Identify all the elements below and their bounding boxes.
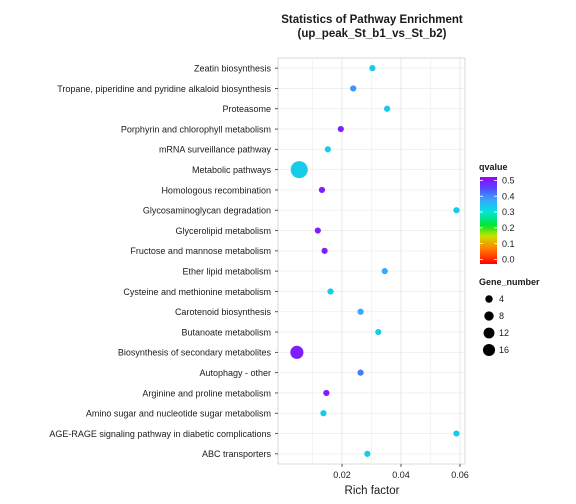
point bbox=[323, 389, 330, 397]
point bbox=[384, 105, 391, 112]
y-tick-label: Metabolic pathways bbox=[192, 165, 272, 175]
point bbox=[357, 369, 364, 376]
grid bbox=[278, 58, 465, 464]
y-tick-label: Proteasome bbox=[222, 104, 271, 114]
y-tick-label: Ether lipid metabolism bbox=[182, 266, 271, 276]
y-tick-label: Tropane, piperidine and pyridine alkaloi… bbox=[57, 84, 271, 94]
y-tick-label: Glycosaminoglycan degradation bbox=[143, 206, 271, 216]
colorbar-tick-label: 0.2 bbox=[502, 223, 515, 233]
y-tick-label: mRNA surveillance pathway bbox=[159, 145, 272, 155]
size-legend-dot bbox=[482, 343, 496, 357]
point bbox=[453, 430, 460, 437]
point bbox=[369, 65, 376, 72]
size-legend-dot bbox=[483, 327, 495, 339]
qvalue-legend-title: qvalue bbox=[479, 162, 508, 172]
y-tick-label: Biosynthesis of secondary metabolites bbox=[118, 348, 272, 358]
qvalue-legend: qvalue 0.5 0.4 0.3 0.2 0.1 0.0 bbox=[479, 162, 515, 265]
point bbox=[375, 328, 382, 336]
chart-subtitle: (up_peak_St_b1_vs_St_b2) bbox=[298, 28, 447, 40]
x-tick-label: 0.06 bbox=[451, 470, 469, 480]
y-tick-label: Arginine and proline metabolism bbox=[142, 388, 271, 398]
point bbox=[290, 161, 308, 179]
colorbar-tick-label: 0.0 bbox=[502, 255, 515, 265]
y-tick-label: Amino sugar and nucleotide sugar metabol… bbox=[86, 409, 271, 419]
point bbox=[318, 186, 326, 194]
x-tick-label: 0.04 bbox=[392, 470, 410, 480]
point bbox=[357, 308, 364, 315]
y-tick-label: Autophagy - other bbox=[199, 368, 271, 378]
colorbar-tick-label: 0.3 bbox=[502, 207, 515, 217]
gene-number-legend-title: Gene_number bbox=[479, 277, 540, 287]
qvalue-colorbar bbox=[480, 177, 497, 264]
y-tick-label: Glycerolipid metabolism bbox=[175, 226, 271, 236]
point bbox=[381, 268, 388, 275]
y-tick-label: Zeatin biosynthesis bbox=[194, 63, 272, 73]
point bbox=[324, 146, 331, 153]
point bbox=[327, 288, 334, 295]
size-legend-dot bbox=[484, 311, 494, 321]
chart-title: Statistics of Pathway Enrichment bbox=[281, 14, 463, 26]
y-tick-label: AGE-RAGE signaling pathway in diabetic c… bbox=[49, 429, 271, 439]
y-tick-label: Carotenoid biosynthesis bbox=[175, 307, 272, 317]
point bbox=[290, 345, 304, 359]
size-legend-label: 4 bbox=[499, 294, 504, 304]
y-tick-label: ABC transporters bbox=[202, 449, 272, 459]
colorbar-tick-label: 0.4 bbox=[502, 191, 515, 201]
y-axis: Zeatin biosynthesis Tropane, piperidine a… bbox=[49, 63, 278, 459]
colorbar-tick-label: 0.1 bbox=[502, 239, 515, 249]
size-legend-dot bbox=[485, 295, 493, 303]
y-tick-label: Fructose and mannose metabolism bbox=[130, 246, 271, 256]
point bbox=[350, 85, 357, 92]
points bbox=[290, 65, 460, 457]
size-legend-label: 12 bbox=[499, 328, 509, 338]
x-axis: 0.02 0.04 0.06 bbox=[333, 464, 469, 480]
size-legend-label: 16 bbox=[499, 345, 509, 355]
y-tick-label: Butanoate metabolism bbox=[181, 327, 271, 337]
x-tick-label: 0.02 bbox=[333, 470, 351, 480]
point bbox=[314, 227, 321, 234]
point bbox=[337, 125, 344, 133]
point bbox=[321, 247, 328, 254]
y-tick-label: Porphyrin and chlorophyll metabolism bbox=[121, 124, 271, 134]
size-legend-label: 8 bbox=[499, 311, 504, 321]
colorbar-tick-label: 0.5 bbox=[502, 176, 515, 186]
point bbox=[364, 450, 371, 457]
y-tick-label: Homologous recombination bbox=[161, 185, 271, 195]
point bbox=[453, 207, 460, 214]
x-axis-label: Rich factor bbox=[345, 485, 400, 497]
point bbox=[320, 410, 327, 417]
gene-number-legend: Gene_number 4 8 12 16 bbox=[479, 277, 540, 357]
y-tick-label: Cysteine and methionine metabolism bbox=[123, 287, 271, 297]
plot-area: Zeatin biosynthesis Tropane, piperidine a… bbox=[49, 57, 469, 480]
